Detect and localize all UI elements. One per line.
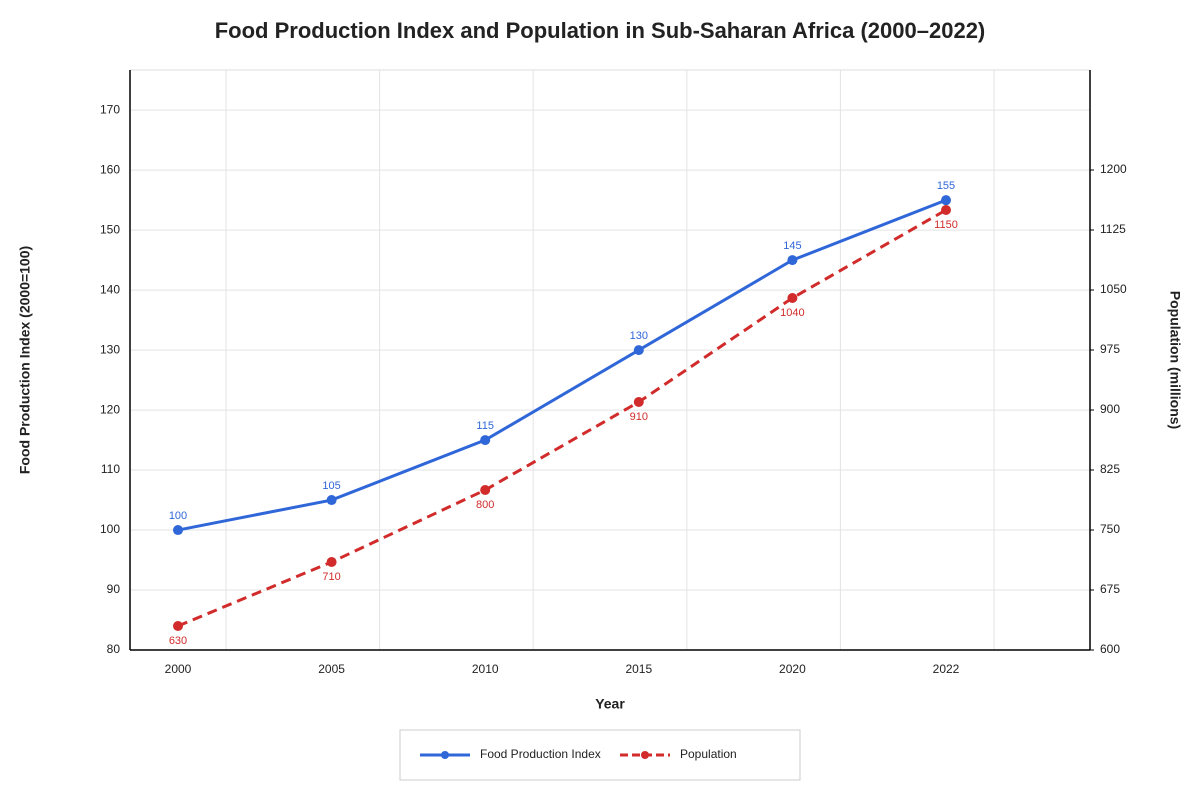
data-label: 145: [783, 240, 801, 252]
y-tick-label: 170: [100, 102, 120, 116]
x-tick-label: 2015: [625, 662, 652, 676]
data-point: [480, 435, 491, 446]
data-label: 115: [476, 420, 494, 432]
legend-label: Population: [680, 747, 737, 761]
y2-tick-label: 1125: [1100, 222, 1126, 236]
y-tick-label: 110: [101, 462, 120, 476]
data-point: [326, 495, 337, 506]
series-line: [177, 208, 947, 628]
y-tick-label: 150: [100, 222, 120, 236]
data-label: 1150: [934, 219, 958, 231]
data-label: 710: [322, 571, 340, 583]
x-tick-label: 2000: [165, 662, 192, 676]
data-label: 130: [630, 330, 648, 342]
legend-label: Food Production Index: [480, 747, 601, 761]
y2-tick-label: 975: [1100, 342, 1120, 356]
x-tick-label: 2010: [472, 662, 499, 676]
y-tick-label: 130: [100, 342, 120, 356]
data-point: [787, 255, 798, 266]
data-point: [787, 293, 798, 303]
data-label: 1040: [780, 307, 804, 319]
y2-axis-label: Population (millions): [1167, 291, 1183, 429]
data-label: 800: [476, 499, 494, 511]
y-tick-label: 120: [100, 402, 120, 416]
data-point: [173, 525, 183, 536]
data-label: 105: [322, 480, 340, 492]
data-label: 155: [937, 180, 955, 192]
data-point: [326, 557, 337, 567]
y2-tick-label: 1200: [1100, 162, 1127, 176]
y-tick-label: 140: [100, 282, 120, 296]
y-tick-label: 80: [107, 642, 121, 656]
x-tick-label: 2022: [933, 662, 960, 676]
y-tick-label: 160: [100, 162, 120, 176]
series-line: [177, 198, 947, 532]
x-tick-label: 2005: [318, 662, 345, 676]
y2-tick-label: 675: [1100, 582, 1120, 596]
legend-marker: [441, 751, 449, 759]
y2-tick-label: 900: [1100, 402, 1120, 416]
chart-title: Food Production Index and Population in …: [215, 18, 986, 43]
data-point: [941, 195, 951, 206]
data-label: 100: [169, 510, 187, 522]
y-axis-label: Food Production Index (2000=100): [17, 246, 33, 474]
data-point: [941, 205, 951, 215]
y2-tick-label: 600: [1100, 642, 1120, 656]
data-label: 910: [630, 411, 648, 423]
y2-tick-label: 750: [1100, 522, 1120, 536]
data-point: [173, 621, 183, 631]
y-tick-label: 90: [107, 582, 121, 596]
data-point: [480, 485, 491, 495]
y-tick-label: 100: [100, 522, 120, 536]
y2-tick-label: 825: [1100, 462, 1120, 476]
data-point: [633, 397, 644, 407]
x-tick-label: 2020: [779, 662, 806, 676]
y2-tick-label: 1050: [1100, 282, 1127, 296]
x-axis-label: Year: [595, 696, 625, 712]
data-point: [633, 345, 644, 356]
legend-marker: [641, 751, 649, 759]
data-label: 630: [169, 635, 187, 647]
grid: [130, 70, 1090, 651]
